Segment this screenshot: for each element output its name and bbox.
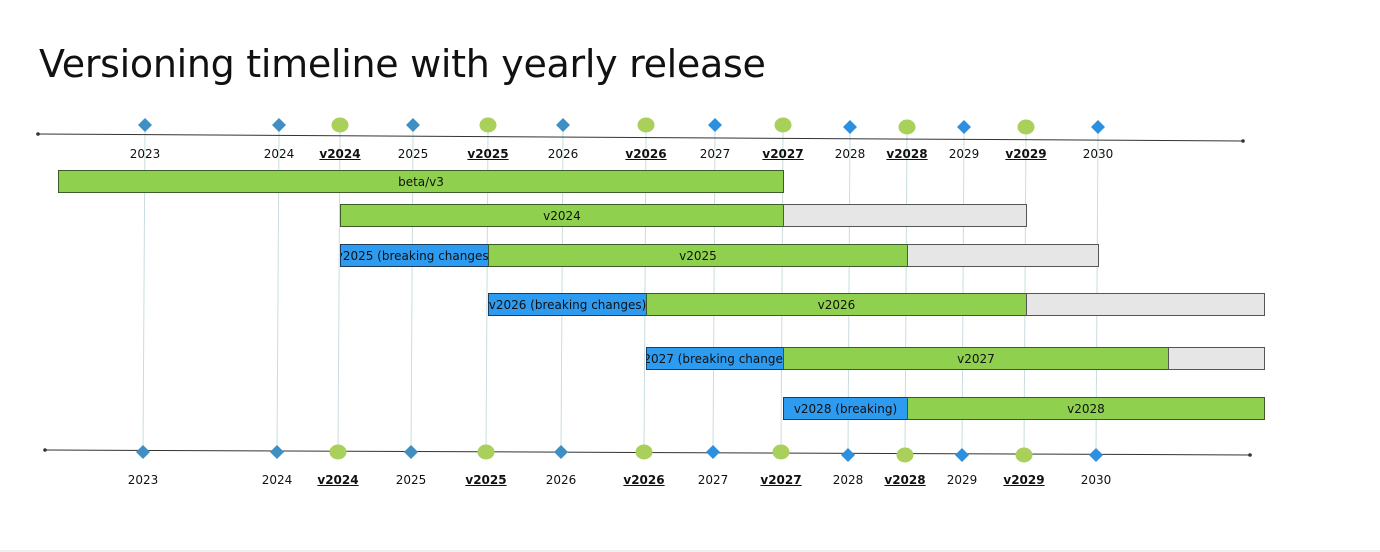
version-circle-icon (331, 117, 349, 133)
top-axis-line (37, 133, 1244, 142)
top-axis-label: 2028 (834, 147, 866, 161)
bottom-axis-label: v2027 (760, 473, 802, 487)
timeline-bar-grey (1168, 347, 1265, 370)
axis-arrow-icon (43, 448, 47, 452)
top-axis-label: 2023 (129, 147, 161, 161)
axis-end-icon (1248, 453, 1252, 457)
year-diamond-icon (138, 118, 152, 132)
year-diamond-icon (270, 445, 284, 459)
axis-arrow-icon (36, 132, 40, 136)
year-diamond-icon (272, 118, 286, 132)
top-axis-label: v2028 (886, 147, 928, 161)
year-diamond-icon (841, 448, 855, 462)
year-diamond-icon (955, 448, 969, 462)
bottom-axis-label: 2030 (1080, 473, 1112, 487)
year-diamond-icon (404, 445, 418, 459)
year-diamond-icon (1091, 120, 1105, 134)
timeline-bar-green: v2026 (646, 293, 1027, 316)
top-axis-label: 2024 (263, 147, 295, 161)
bottom-axis-label: 2026 (545, 473, 577, 487)
timeline-bar-green: v2024 (340, 204, 784, 227)
bottom-axis-label: 2025 (395, 473, 427, 487)
year-diamond-icon (708, 118, 722, 132)
version-circle-icon (329, 444, 347, 460)
year-diamond-icon (554, 445, 568, 459)
timeline-bar-green: beta/v3 (58, 170, 784, 193)
top-axis-label: v2029 (1005, 147, 1047, 161)
timeline-bar-blue: v2028 (breaking) (783, 397, 908, 420)
top-axis-label: v2024 (319, 147, 361, 161)
bottom-axis-label: v2026 (623, 473, 665, 487)
bottom-axis-label: 2023 (127, 473, 159, 487)
timeline-bar-green: v2027 (783, 347, 1169, 370)
bottom-axis-label: v2024 (317, 473, 359, 487)
bottom-axis-label: 2027 (697, 473, 729, 487)
version-circle-icon (898, 119, 916, 135)
timeline-bar-blue: v2025 (breaking changes) (340, 244, 489, 267)
bottom-axis-label: 2029 (946, 473, 978, 487)
bottom-axis-label: 2028 (832, 473, 864, 487)
top-axis-label: 2030 (1082, 147, 1114, 161)
top-axis-label: 2025 (397, 147, 429, 161)
version-circle-icon (774, 117, 792, 133)
page-title: Versioning timeline with yearly release (39, 42, 766, 86)
version-circle-icon (772, 444, 790, 460)
version-circle-icon (896, 447, 914, 463)
timeline-bar-grey (1026, 293, 1265, 316)
bottom-axis-label: v2028 (884, 473, 926, 487)
timeline-bar-green: v2028 (907, 397, 1265, 420)
year-diamond-icon (556, 118, 570, 132)
year-diamond-icon (136, 445, 150, 459)
timeline-bar-blue: v2027 (breaking changes) (646, 347, 784, 370)
top-axis-label: 2027 (699, 147, 731, 161)
year-diamond-icon (706, 445, 720, 459)
year-diamond-icon (957, 120, 971, 134)
timeline-bar-green: v2025 (488, 244, 908, 267)
bottom-axis-label: v2029 (1003, 473, 1045, 487)
timeline-bar-grey (783, 204, 1027, 227)
bottom-axis-label: v2025 (465, 473, 507, 487)
year-diamond-icon (406, 118, 420, 132)
axis-end-icon (1241, 139, 1245, 143)
timeline-bar-blue: v2026 (breaking changes) (488, 293, 647, 316)
top-axis-label: v2025 (467, 147, 509, 161)
top-axis-label: v2027 (762, 147, 804, 161)
version-circle-icon (1015, 447, 1033, 463)
version-circle-icon (635, 444, 653, 460)
top-axis-label: 2029 (948, 147, 980, 161)
divider (0, 550, 1380, 552)
version-circle-icon (477, 444, 495, 460)
version-circle-icon (479, 117, 497, 133)
top-axis-label: v2026 (625, 147, 667, 161)
version-circle-icon (637, 117, 655, 133)
timeline-bar-grey (907, 244, 1099, 267)
version-circle-icon (1017, 119, 1035, 135)
top-axis-label: 2026 (547, 147, 579, 161)
bottom-axis-label: 2024 (261, 473, 293, 487)
year-diamond-icon (1089, 448, 1103, 462)
year-diamond-icon (843, 120, 857, 134)
